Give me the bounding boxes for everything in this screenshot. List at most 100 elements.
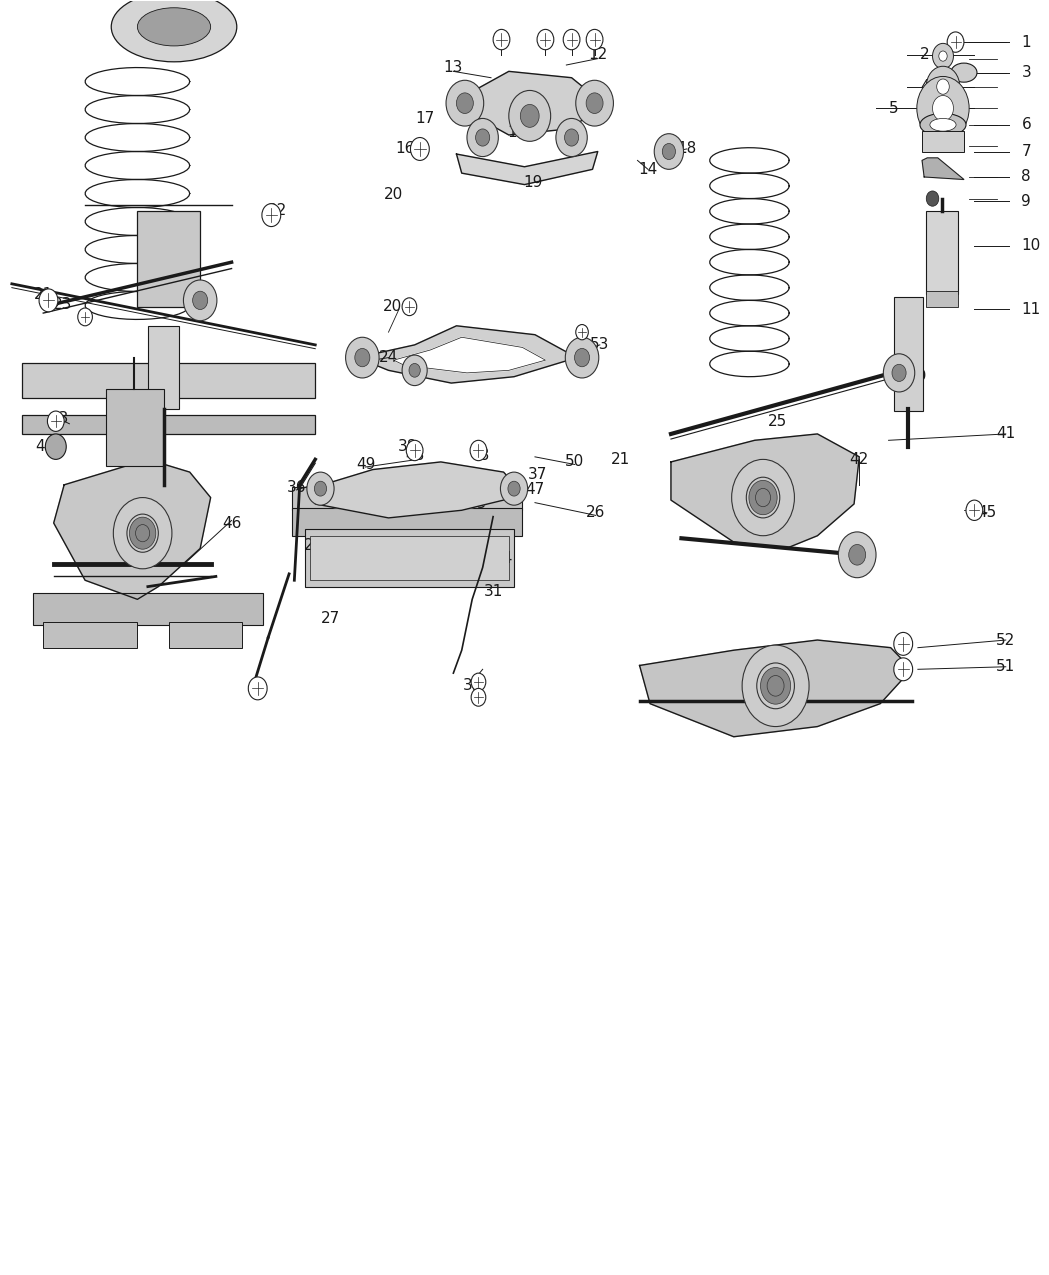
Text: 22: 22 — [267, 203, 287, 218]
Text: 48: 48 — [405, 448, 424, 463]
Circle shape — [471, 688, 486, 706]
Circle shape — [749, 481, 777, 515]
Circle shape — [113, 497, 172, 569]
Bar — [43, 622, 137, 648]
Text: 52: 52 — [997, 632, 1015, 648]
Circle shape — [135, 524, 150, 542]
Text: 4: 4 — [920, 79, 929, 94]
Circle shape — [933, 43, 954, 69]
Bar — [106, 389, 164, 465]
Text: 47: 47 — [526, 482, 544, 497]
Text: 7: 7 — [1022, 144, 1031, 159]
Text: 20: 20 — [383, 300, 403, 314]
Circle shape — [471, 673, 486, 691]
Text: 21: 21 — [34, 287, 52, 301]
Polygon shape — [53, 459, 211, 599]
Circle shape — [315, 481, 326, 496]
Circle shape — [47, 411, 64, 431]
Text: 5: 5 — [889, 101, 898, 116]
Circle shape — [410, 138, 429, 161]
Circle shape — [563, 29, 580, 50]
Circle shape — [456, 93, 473, 113]
Text: 34: 34 — [494, 551, 513, 566]
Circle shape — [307, 472, 334, 505]
Text: 6: 6 — [1022, 117, 1031, 133]
Text: 12: 12 — [588, 47, 607, 62]
Circle shape — [576, 80, 614, 126]
Polygon shape — [922, 158, 964, 180]
Text: 25: 25 — [768, 413, 788, 428]
Bar — [926, 292, 958, 307]
Circle shape — [249, 677, 267, 700]
Circle shape — [755, 488, 771, 506]
Circle shape — [926, 191, 939, 207]
Text: 42: 42 — [850, 451, 869, 467]
Text: 43: 43 — [49, 411, 68, 426]
Text: 51: 51 — [997, 659, 1015, 674]
Circle shape — [576, 325, 588, 340]
Text: 8: 8 — [1022, 170, 1031, 185]
Bar — [22, 362, 316, 398]
Bar — [311, 536, 509, 580]
Circle shape — [500, 472, 528, 505]
Bar — [169, 622, 242, 648]
Text: 11: 11 — [1022, 302, 1041, 316]
Text: 20: 20 — [384, 187, 404, 203]
Text: 35: 35 — [468, 496, 487, 511]
Bar — [305, 529, 514, 586]
Text: 23: 23 — [52, 297, 71, 311]
Text: 33: 33 — [463, 678, 481, 694]
Circle shape — [838, 532, 876, 578]
Polygon shape — [640, 640, 912, 737]
Text: 50: 50 — [565, 454, 584, 469]
Circle shape — [564, 129, 579, 147]
Circle shape — [917, 76, 969, 140]
Circle shape — [894, 632, 913, 655]
Circle shape — [446, 80, 484, 126]
Text: 49: 49 — [356, 456, 376, 472]
Circle shape — [262, 204, 281, 227]
Bar — [926, 212, 958, 295]
Circle shape — [493, 29, 510, 50]
Circle shape — [45, 434, 66, 459]
Circle shape — [467, 119, 498, 157]
Text: 53: 53 — [591, 338, 609, 352]
Text: 31: 31 — [484, 584, 502, 599]
Circle shape — [586, 93, 603, 113]
Circle shape — [409, 363, 421, 377]
Ellipse shape — [920, 113, 966, 136]
Bar — [33, 593, 263, 625]
Text: 39: 39 — [908, 370, 927, 384]
Circle shape — [406, 440, 423, 460]
Text: 17: 17 — [415, 111, 434, 126]
Polygon shape — [456, 152, 598, 185]
Text: 19: 19 — [523, 175, 542, 190]
Circle shape — [193, 291, 208, 310]
Circle shape — [509, 91, 551, 142]
Bar — [22, 414, 316, 434]
Circle shape — [520, 105, 539, 128]
Circle shape — [731, 459, 794, 536]
Text: 1: 1 — [1022, 34, 1031, 50]
Text: 18: 18 — [677, 142, 697, 157]
Circle shape — [402, 298, 416, 316]
Polygon shape — [451, 71, 603, 135]
Text: 27: 27 — [321, 611, 341, 626]
Circle shape — [39, 289, 58, 312]
Circle shape — [761, 668, 791, 704]
Text: 14: 14 — [639, 162, 658, 177]
Circle shape — [184, 280, 217, 321]
Circle shape — [586, 29, 603, 50]
Text: 10: 10 — [1022, 238, 1041, 254]
Polygon shape — [671, 434, 859, 548]
Text: 26: 26 — [586, 505, 605, 520]
Text: 15: 15 — [508, 125, 527, 140]
Text: 3: 3 — [1022, 65, 1031, 80]
Text: 36: 36 — [286, 479, 306, 495]
Circle shape — [470, 440, 487, 460]
Circle shape — [575, 348, 590, 367]
Circle shape — [565, 338, 599, 377]
Text: 29: 29 — [303, 538, 323, 553]
Circle shape — [556, 119, 587, 157]
Circle shape — [355, 348, 370, 367]
